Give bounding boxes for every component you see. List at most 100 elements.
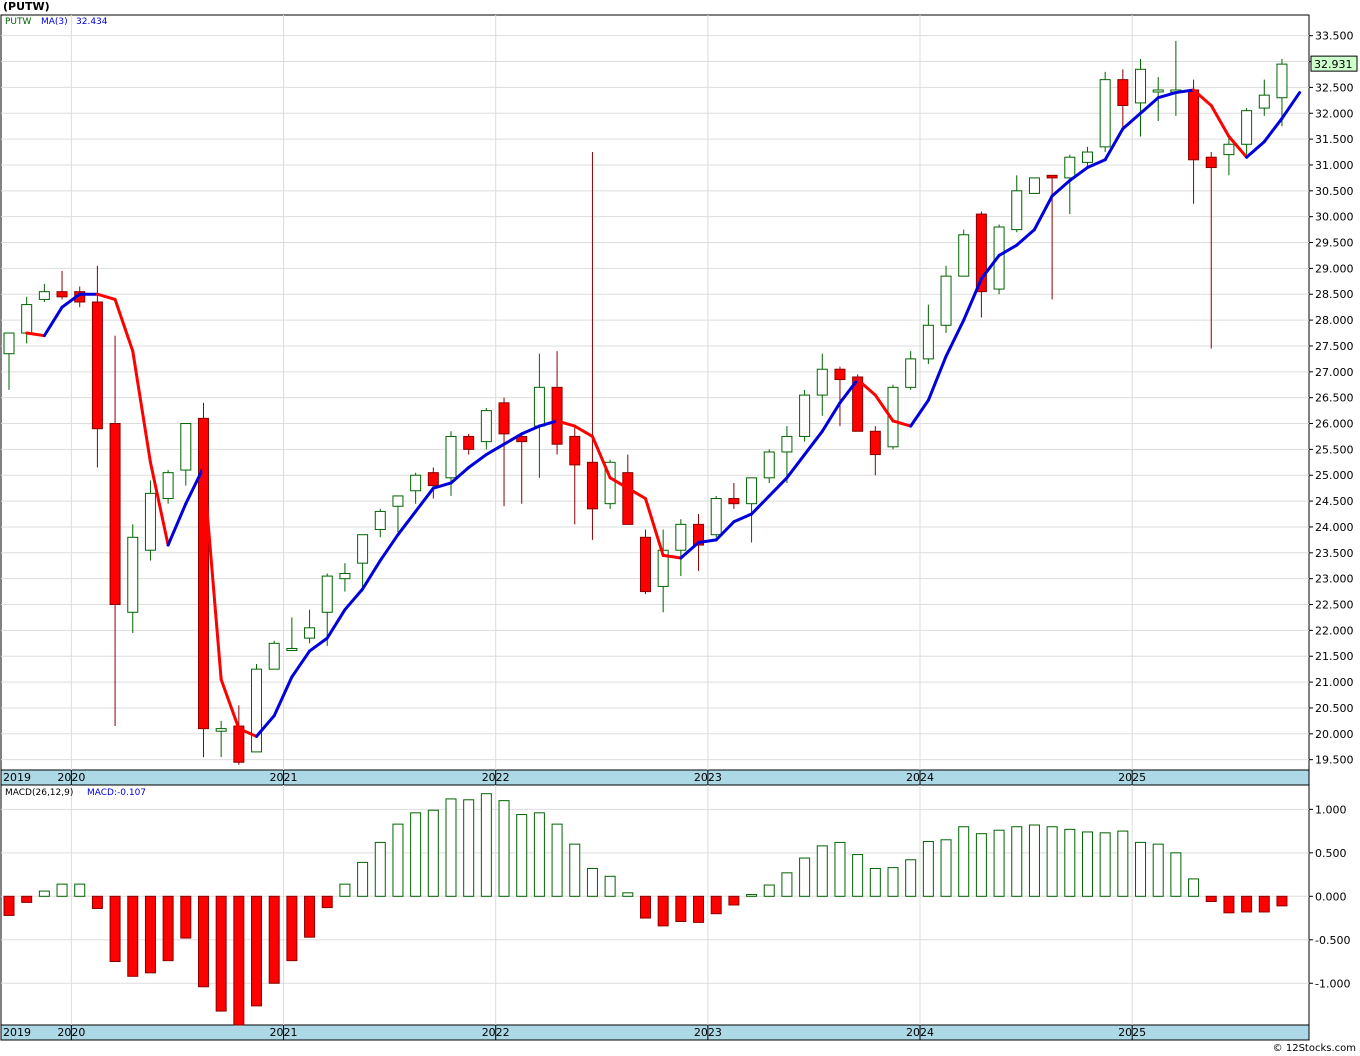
price-tick-label: 20.000 [1315, 728, 1354, 741]
macd-bar-positive [975, 833, 987, 897]
price-pane [0, 14, 1310, 771]
macd-bar-negative [675, 895, 687, 923]
macd-bar-negative [728, 895, 740, 906]
ma-segment [767, 476, 789, 498]
macd-bar-positive [357, 861, 369, 897]
ma-segment [1121, 111, 1143, 131]
macd-bar-negative [693, 895, 705, 923]
macd-bar-negative [710, 895, 722, 915]
price-tick-label: 29.000 [1315, 262, 1354, 275]
year-label: 2022 [482, 1026, 510, 1039]
price-tick-label: 32.500 [1315, 81, 1354, 94]
macd-bar-positive [516, 814, 528, 897]
ma-segment [42, 305, 64, 338]
candle-up [1135, 68, 1147, 104]
candle-up [887, 386, 899, 448]
price-tick-label: 23.500 [1315, 547, 1354, 560]
ma-segment [378, 533, 400, 563]
price-y-axis: 19.500 20.000 20.500 21.000 21.500 22.000 22.5… [1309, 30, 1358, 767]
candle-up [480, 410, 492, 443]
ma-segment [1156, 91, 1178, 100]
macd-bar-positive [1046, 826, 1058, 897]
ma-segment [467, 453, 488, 469]
price-tick-label: 31.000 [1315, 159, 1354, 172]
ma-segment [856, 378, 877, 397]
macd-bar-positive [763, 884, 775, 897]
macd-bar-positive [1064, 828, 1076, 897]
macd-bar-positive [746, 894, 758, 897]
chart-title: (PUTW) [3, 0, 50, 13]
ma-segment [396, 509, 418, 537]
price-tick-label: 20.500 [1315, 702, 1354, 715]
price-tick-label: 27.000 [1315, 366, 1354, 379]
candle-up [1028, 177, 1040, 194]
price-tick-label: 28.000 [1315, 314, 1354, 327]
candle-down [728, 498, 740, 505]
macd-bar-positive [993, 829, 1005, 897]
macd-bar-positive [1135, 841, 1147, 897]
macd-bar-positive [551, 823, 563, 897]
macd-bar-negative [1241, 895, 1253, 913]
ma-segment [891, 419, 913, 428]
macd-bar-positive [905, 859, 917, 897]
macd-bar-positive [852, 854, 864, 897]
ma-segment [219, 678, 241, 731]
ma-segment [1174, 88, 1196, 95]
ma-segment [997, 243, 1019, 257]
candle-up [604, 461, 616, 505]
macd-bar-negative [109, 895, 121, 963]
ma-segment [1050, 178, 1072, 198]
candle-up [993, 226, 1005, 290]
ma-segment [1262, 116, 1284, 144]
macd-bar-negative [304, 895, 316, 938]
candle-down [516, 435, 528, 443]
candle-down [1117, 79, 1129, 106]
macd-bar-positive [1081, 831, 1093, 897]
price-tick-label: 23.000 [1315, 573, 1354, 586]
macd-bar-positive [1117, 830, 1129, 897]
ma-segment [60, 292, 82, 309]
macd-bar-negative [286, 895, 298, 962]
macd-bar-negative [321, 895, 333, 909]
ma-segment [573, 424, 594, 438]
candle-up [215, 728, 227, 732]
ma-segment [608, 476, 630, 490]
candle-up [1064, 156, 1076, 179]
candle-down [586, 461, 598, 510]
macd-bar-positive [834, 841, 846, 897]
ma-segment [113, 297, 135, 353]
candle-up [958, 234, 970, 277]
candle-up [339, 572, 351, 580]
ma-segment [1032, 194, 1054, 232]
candle-down [1205, 156, 1217, 169]
candle-up [38, 291, 50, 300]
candle-up [1241, 110, 1253, 145]
candle-up [746, 477, 758, 505]
ma-segment [979, 253, 1001, 281]
price-tick-label: 30.000 [1315, 211, 1354, 224]
ma-segment [626, 486, 647, 501]
price-tick-label: 22.000 [1315, 624, 1354, 637]
ma-segment [697, 538, 718, 544]
price-tick-label: 24.000 [1315, 521, 1354, 534]
ma-segment [166, 502, 188, 547]
price-tick-label: 19.500 [1315, 754, 1354, 767]
macd-bar-positive [1028, 824, 1040, 897]
year-label: 2021 [270, 771, 298, 784]
year-label: 2024 [906, 771, 934, 784]
candle-up [3, 332, 15, 355]
candle-up [445, 435, 457, 479]
candle-up [357, 534, 369, 564]
candle-down [56, 291, 68, 298]
macd-bar-negative [233, 895, 245, 1026]
macd-tick-label: -0.500 [1315, 934, 1350, 947]
ma-segment [873, 393, 895, 423]
price-tick-label: 29.500 [1315, 237, 1354, 250]
candle-up [374, 510, 386, 531]
macd-bar-positive [392, 823, 404, 897]
candle-up [321, 575, 333, 613]
ma-segment [255, 714, 276, 738]
year-label: 2024 [906, 1026, 934, 1039]
price-tick-label: 28.500 [1315, 288, 1354, 301]
